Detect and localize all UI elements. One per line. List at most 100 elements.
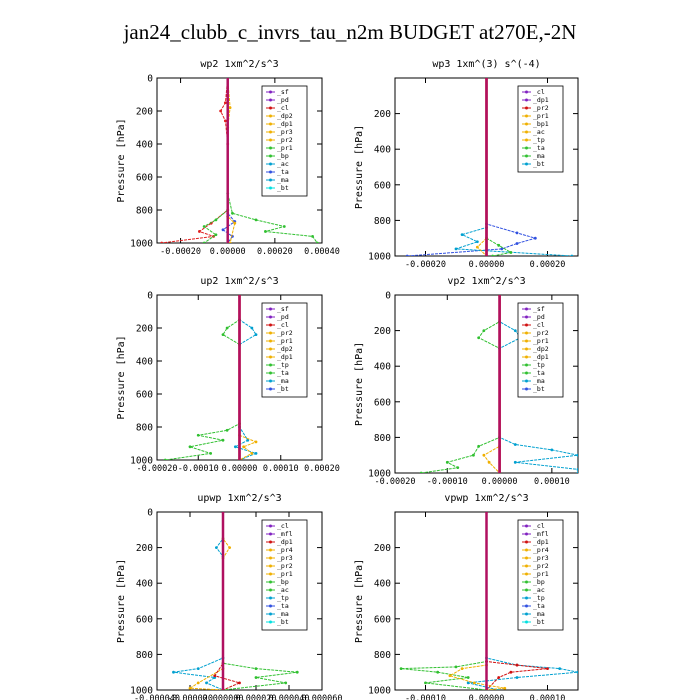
data-point <box>482 329 486 332</box>
y-tick-label: 600 <box>374 180 391 191</box>
legend-label: _tp <box>533 136 545 144</box>
y-tick-label: 800 <box>136 206 153 217</box>
y-tick-label: 600 <box>136 390 153 401</box>
legend-label: _ta <box>277 602 289 610</box>
data-point <box>460 233 464 237</box>
legend-label: _pr2 <box>277 329 293 337</box>
legend-marker <box>525 307 528 311</box>
data-point <box>477 444 481 448</box>
legend-marker <box>525 620 528 624</box>
y-tick-label: 0 <box>147 291 153 302</box>
legend-label: _mfl <box>277 530 293 538</box>
legend-label: _cl <box>277 321 289 329</box>
data-point <box>315 241 319 243</box>
legend-marker <box>525 524 528 528</box>
data-point <box>475 240 479 244</box>
y-tick-label: 0 <box>147 74 153 85</box>
data-point <box>475 245 479 249</box>
legend-marker <box>269 90 272 94</box>
legend-marker <box>269 154 272 158</box>
x-tick-label: -0.000020 <box>167 694 213 700</box>
data-point <box>491 254 494 256</box>
series-group <box>419 295 578 473</box>
y-tick-label: 0 <box>147 508 153 519</box>
legend-label: _tp <box>277 594 289 602</box>
data-point <box>202 241 206 243</box>
legend-marker <box>525 347 528 351</box>
chart-panel-6: vpwp 1xm^2/s^3 Pressure [hPa] 200 400 600 800… <box>354 493 579 700</box>
chart-title: upwp 1xm^2/s^3 <box>197 493 281 504</box>
legend-label: _pd <box>277 96 289 104</box>
y-axis-label: Pressure [hPa] <box>116 335 127 419</box>
legend-marker <box>525 162 528 166</box>
legend-marker <box>269 307 272 311</box>
chart-panel-3: up2 1xm^2/s^3 Pressure [hPa] 0 200 400 600 800… <box>116 276 340 474</box>
legend-label: _pr4 <box>277 546 293 554</box>
legend-marker <box>525 540 528 544</box>
data-point <box>472 681 476 685</box>
legend-marker <box>525 363 528 367</box>
x-tick-label: -0.00020 <box>405 260 446 270</box>
data-point <box>454 665 458 669</box>
legend-label: _ta <box>277 168 289 176</box>
legend-label: _ta <box>533 602 545 610</box>
y-tick-label: 800 <box>374 216 391 227</box>
legend-label: _pr2 <box>533 562 549 570</box>
legend-label: _pd <box>533 313 545 321</box>
legend-marker <box>269 186 272 190</box>
legend-marker <box>525 130 528 134</box>
legend-label: _dp1 <box>533 96 549 104</box>
data-point <box>513 329 517 332</box>
plot-frame <box>156 77 323 244</box>
x-tick-label: 0.000060 <box>302 694 343 700</box>
legend-label: _dp1 <box>277 538 293 546</box>
legend-marker <box>525 379 528 383</box>
y-tick-label: 800 <box>374 433 391 444</box>
data-point <box>295 670 299 674</box>
legend-marker <box>525 138 528 142</box>
data-point <box>264 230 267 233</box>
data-point <box>466 676 470 679</box>
data-point <box>445 460 449 464</box>
legend-marker <box>525 588 528 592</box>
legend-marker <box>269 532 272 536</box>
legend-marker <box>269 130 272 134</box>
data-point <box>196 681 200 685</box>
legend-marker <box>269 564 272 568</box>
data-point <box>219 109 223 113</box>
data-point <box>282 225 286 228</box>
data-point <box>228 546 232 549</box>
legend-marker <box>525 90 528 94</box>
legend-label: _cl <box>277 522 289 530</box>
x-tick-label: -0.00010 <box>405 694 446 700</box>
legend: _cl_mfl_dp1_pr4_pr3_pr2_pr1_bp_ac_tp_ta_… <box>261 519 308 631</box>
legend-label: _ma <box>277 610 289 618</box>
y-tick-label: 200 <box>374 543 391 554</box>
legend-label: _cl <box>533 522 545 530</box>
data-point <box>509 251 513 254</box>
legend-marker <box>269 323 272 327</box>
data-point <box>250 452 254 455</box>
data-point <box>515 663 519 667</box>
data-point <box>163 458 167 460</box>
plot-frame <box>156 511 323 691</box>
series-group <box>399 512 578 690</box>
x-tick-label: -0.000040 <box>134 694 180 700</box>
data-point <box>546 667 549 671</box>
series-line-bp1 <box>486 78 513 256</box>
x-tick-label: -0.00020 <box>137 464 178 474</box>
chart-panel-2: wp3 1xm^(3) s^(-4) Pressure [hPa] 200 400 60… <box>354 59 579 270</box>
series-line-dp2 <box>421 295 501 473</box>
legend-marker <box>525 572 528 576</box>
data-point <box>209 452 213 455</box>
y-tick-label: 1000 <box>130 456 153 467</box>
series-line-ta <box>407 78 538 256</box>
data-point <box>550 448 554 452</box>
data-point <box>460 667 464 671</box>
data-point <box>242 445 246 449</box>
series-line-bp <box>401 512 487 690</box>
data-point <box>215 546 218 549</box>
data-point <box>233 221 237 225</box>
data-point <box>225 428 229 432</box>
data-point <box>198 230 201 233</box>
